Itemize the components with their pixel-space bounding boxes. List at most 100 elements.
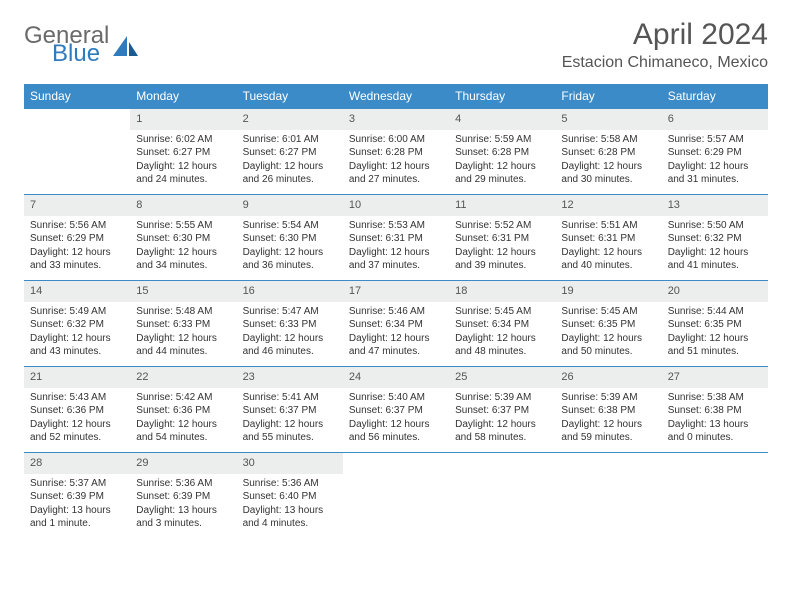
- sunset-text: Sunset: 6:31 PM: [349, 232, 443, 246]
- sunset-text: Sunset: 6:39 PM: [30, 490, 124, 504]
- sunrise-text: Sunrise: 5:43 AM: [30, 391, 124, 405]
- day-number: 28: [24, 452, 130, 474]
- weekday-header: Saturday: [662, 84, 768, 108]
- day-content: Sunrise: 5:50 AMSunset: 6:32 PMDaylight:…: [662, 216, 768, 279]
- sunset-text: Sunset: 6:36 PM: [30, 404, 124, 418]
- weekday-header: Sunday: [24, 84, 130, 108]
- sunrise-text: Sunrise: 5:44 AM: [668, 305, 762, 319]
- sunrise-text: Sunrise: 5:36 AM: [243, 477, 337, 491]
- sunrise-text: Sunrise: 5:56 AM: [30, 219, 124, 233]
- day-number: 4: [449, 108, 555, 130]
- calendar-cell: 18Sunrise: 5:45 AMSunset: 6:34 PMDayligh…: [449, 280, 555, 366]
- day-content: Sunrise: 5:43 AMSunset: 6:36 PMDaylight:…: [24, 388, 130, 451]
- calendar-cell: 24Sunrise: 5:40 AMSunset: 6:37 PMDayligh…: [343, 366, 449, 452]
- calendar-cell: 15Sunrise: 5:48 AMSunset: 6:33 PMDayligh…: [130, 280, 236, 366]
- calendar-cell: 9Sunrise: 5:54 AMSunset: 6:30 PMDaylight…: [237, 194, 343, 280]
- daylight-text: Daylight: 13 hours and 4 minutes.: [243, 504, 337, 531]
- day-number: 3: [343, 108, 449, 130]
- calendar-head: SundayMondayTuesdayWednesdayThursdayFrid…: [24, 84, 768, 108]
- sunset-text: Sunset: 6:31 PM: [455, 232, 549, 246]
- sunset-text: Sunset: 6:31 PM: [561, 232, 655, 246]
- day-content: Sunrise: 5:47 AMSunset: 6:33 PMDaylight:…: [237, 302, 343, 365]
- day-content: Sunrise: 6:00 AMSunset: 6:28 PMDaylight:…: [343, 130, 449, 193]
- daylight-text: Daylight: 12 hours and 34 minutes.: [136, 246, 230, 273]
- day-number: 16: [237, 280, 343, 302]
- logo-text: General Blue: [24, 24, 109, 66]
- calendar-cell: 11Sunrise: 5:52 AMSunset: 6:31 PMDayligh…: [449, 194, 555, 280]
- calendar-cell: 27Sunrise: 5:38 AMSunset: 6:38 PMDayligh…: [662, 366, 768, 452]
- sunrise-text: Sunrise: 5:57 AM: [668, 133, 762, 147]
- month-title: April 2024: [562, 18, 768, 52]
- calendar-cell: 22Sunrise: 5:42 AMSunset: 6:36 PMDayligh…: [130, 366, 236, 452]
- sunrise-text: Sunrise: 5:45 AM: [455, 305, 549, 319]
- day-content: Sunrise: 6:01 AMSunset: 6:27 PMDaylight:…: [237, 130, 343, 193]
- sunset-text: Sunset: 6:27 PM: [136, 146, 230, 160]
- sunrise-text: Sunrise: 5:48 AM: [136, 305, 230, 319]
- daylight-text: Daylight: 12 hours and 41 minutes.: [668, 246, 762, 273]
- sunrise-text: Sunrise: 5:53 AM: [349, 219, 443, 233]
- sunrise-text: Sunrise: 5:55 AM: [136, 219, 230, 233]
- weekday-header: Wednesday: [343, 84, 449, 108]
- sunset-text: Sunset: 6:35 PM: [668, 318, 762, 332]
- day-number: 6: [662, 108, 768, 130]
- day-number: 9: [237, 194, 343, 216]
- daylight-text: Daylight: 12 hours and 30 minutes.: [561, 160, 655, 187]
- calendar-cell: 21Sunrise: 5:43 AMSunset: 6:36 PMDayligh…: [24, 366, 130, 452]
- day-number: 14: [24, 280, 130, 302]
- daylight-text: Daylight: 12 hours and 54 minutes.: [136, 418, 230, 445]
- sunrise-text: Sunrise: 5:37 AM: [30, 477, 124, 491]
- sunrise-text: Sunrise: 5:40 AM: [349, 391, 443, 405]
- weekday-header: Tuesday: [237, 84, 343, 108]
- calendar-cell: 10Sunrise: 5:53 AMSunset: 6:31 PMDayligh…: [343, 194, 449, 280]
- daylight-text: Daylight: 12 hours and 33 minutes.: [30, 246, 124, 273]
- day-content: Sunrise: 5:52 AMSunset: 6:31 PMDaylight:…: [449, 216, 555, 279]
- sunrise-text: Sunrise: 5:52 AM: [455, 219, 549, 233]
- calendar-cell: 17Sunrise: 5:46 AMSunset: 6:34 PMDayligh…: [343, 280, 449, 366]
- sunset-text: Sunset: 6:29 PM: [668, 146, 762, 160]
- daylight-text: Daylight: 12 hours and 59 minutes.: [561, 418, 655, 445]
- daylight-text: Daylight: 12 hours and 29 minutes.: [455, 160, 549, 187]
- sunset-text: Sunset: 6:30 PM: [243, 232, 337, 246]
- daylight-text: Daylight: 13 hours and 1 minute.: [30, 504, 124, 531]
- daylight-text: Daylight: 12 hours and 55 minutes.: [243, 418, 337, 445]
- day-number: 20: [662, 280, 768, 302]
- daylight-text: Daylight: 12 hours and 37 minutes.: [349, 246, 443, 273]
- sunset-text: Sunset: 6:29 PM: [30, 232, 124, 246]
- sunrise-text: Sunrise: 6:00 AM: [349, 133, 443, 147]
- calendar-cell: [555, 452, 661, 542]
- daylight-text: Daylight: 12 hours and 51 minutes.: [668, 332, 762, 359]
- daylight-text: Daylight: 12 hours and 56 minutes.: [349, 418, 443, 445]
- title-block: April 2024 Estacion Chimaneco, Mexico: [562, 18, 768, 72]
- daylight-text: Daylight: 12 hours and 43 minutes.: [30, 332, 124, 359]
- day-content: Sunrise: 6:02 AMSunset: 6:27 PMDaylight:…: [130, 130, 236, 193]
- day-number: 22: [130, 366, 236, 388]
- sunrise-text: Sunrise: 5:46 AM: [349, 305, 443, 319]
- day-content: Sunrise: 5:36 AMSunset: 6:39 PMDaylight:…: [130, 474, 236, 537]
- sunrise-text: Sunrise: 5:39 AM: [561, 391, 655, 405]
- day-content: Sunrise: 5:40 AMSunset: 6:37 PMDaylight:…: [343, 388, 449, 451]
- sunset-text: Sunset: 6:40 PM: [243, 490, 337, 504]
- sunset-text: Sunset: 6:35 PM: [561, 318, 655, 332]
- daylight-text: Daylight: 12 hours and 52 minutes.: [30, 418, 124, 445]
- daylight-text: Daylight: 12 hours and 27 minutes.: [349, 160, 443, 187]
- calendar-cell: 19Sunrise: 5:45 AMSunset: 6:35 PMDayligh…: [555, 280, 661, 366]
- day-number: 7: [24, 194, 130, 216]
- sunset-text: Sunset: 6:34 PM: [349, 318, 443, 332]
- sunset-text: Sunset: 6:28 PM: [455, 146, 549, 160]
- sunset-text: Sunset: 6:27 PM: [243, 146, 337, 160]
- day-content: Sunrise: 5:36 AMSunset: 6:40 PMDaylight:…: [237, 474, 343, 537]
- day-number-empty: [343, 452, 449, 472]
- sunset-text: Sunset: 6:38 PM: [561, 404, 655, 418]
- calendar-cell: 4Sunrise: 5:59 AMSunset: 6:28 PMDaylight…: [449, 108, 555, 194]
- day-content: Sunrise: 5:42 AMSunset: 6:36 PMDaylight:…: [130, 388, 236, 451]
- sunset-text: Sunset: 6:32 PM: [30, 318, 124, 332]
- day-number: 19: [555, 280, 661, 302]
- calendar-cell: 13Sunrise: 5:50 AMSunset: 6:32 PMDayligh…: [662, 194, 768, 280]
- day-number: 25: [449, 366, 555, 388]
- day-content: Sunrise: 5:53 AMSunset: 6:31 PMDaylight:…: [343, 216, 449, 279]
- calendar-cell: 3Sunrise: 6:00 AMSunset: 6:28 PMDaylight…: [343, 108, 449, 194]
- calendar-cell: 6Sunrise: 5:57 AMSunset: 6:29 PMDaylight…: [662, 108, 768, 194]
- sunset-text: Sunset: 6:36 PM: [136, 404, 230, 418]
- daylight-text: Daylight: 13 hours and 3 minutes.: [136, 504, 230, 531]
- day-number: 8: [130, 194, 236, 216]
